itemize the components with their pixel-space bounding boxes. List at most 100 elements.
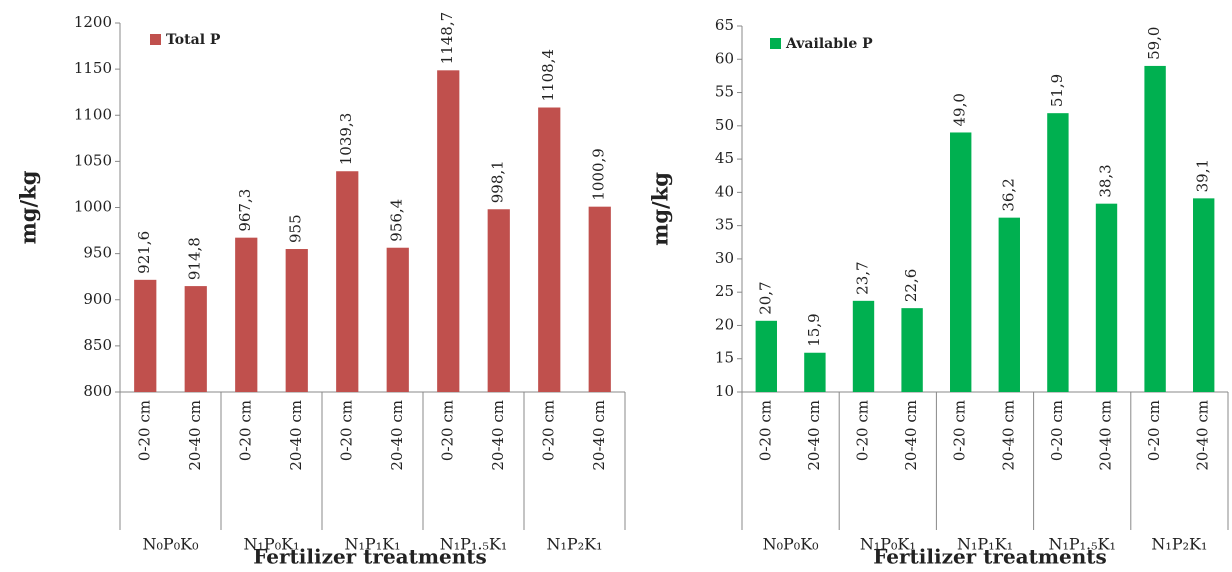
x-axis-label: Fertilizer treatments (253, 545, 487, 569)
value-label: 20,7 (756, 281, 774, 314)
y-tick-label: 45 (715, 149, 734, 167)
x-tick-label: 0-20 cm (854, 400, 872, 461)
bar (487, 209, 510, 392)
value-label: 1000,9 (590, 148, 608, 201)
y-tick-label: 1100 (74, 105, 112, 123)
y-axis-label: mg/kg (16, 170, 41, 244)
group-label: N₁P₁K₁ (345, 535, 401, 554)
value-label: 49,0 (951, 93, 969, 126)
y-tick-label: 20 (715, 315, 734, 333)
bar (437, 70, 460, 392)
bar (1095, 203, 1118, 392)
y-tick-label: 800 (83, 382, 112, 400)
y-tick-label: 15 (715, 349, 734, 367)
group-label: N₀P₀K₀ (763, 535, 819, 554)
legend-label: Available P (785, 36, 873, 52)
group-label: N₁P₁.₅K₁ (1048, 535, 1115, 554)
value-label: 22,6 (902, 269, 920, 302)
y-tick-label: 10 (715, 382, 734, 400)
x-tick-label: 0-20 cm (236, 400, 254, 461)
bar (901, 308, 923, 392)
x-tick-label: 0-20 cm (539, 400, 557, 461)
value-label: 921,6 (135, 231, 153, 274)
bar (336, 171, 359, 392)
legend-swatch (770, 38, 781, 49)
bar (538, 107, 561, 392)
x-tick-label: 0-20 cm (135, 400, 153, 461)
y-tick-label: 900 (83, 290, 112, 308)
bar (852, 300, 875, 392)
x-tick-label: 0-20 cm (1048, 400, 1066, 461)
value-label: 36,2 (999, 178, 1017, 211)
x-axis-label: Fertilizer treatments (873, 545, 1107, 569)
bar (1047, 113, 1069, 392)
x-tick-label: 0-20 cm (1145, 400, 1163, 461)
y-tick-label: 1050 (74, 151, 112, 169)
x-tick-label: 20-40 cm (489, 400, 507, 471)
bar (386, 247, 409, 392)
x-tick-label: 20-40 cm (186, 400, 204, 471)
value-label: 1148,7 (438, 12, 456, 65)
x-tick-label: 20-40 cm (805, 400, 823, 471)
bar (1193, 198, 1215, 392)
y-tick-label: 60 (715, 49, 734, 67)
x-tick-label: 20-40 cm (1097, 400, 1115, 471)
y-tick-label: 950 (83, 244, 112, 262)
value-label: 59,0 (1145, 27, 1163, 60)
y-tick-label: 55 (715, 83, 734, 101)
bar (755, 320, 777, 392)
x-tick-label: 20-40 cm (388, 400, 406, 471)
group-label: N₁P₀K₁ (860, 535, 916, 554)
y-tick-label: 30 (715, 249, 734, 267)
value-label: 998,1 (489, 160, 507, 203)
y-tick-label: 1150 (74, 59, 112, 77)
y-tick-label: 25 (715, 282, 734, 300)
value-label: 15,9 (805, 313, 823, 346)
value-label: 39,1 (1194, 159, 1212, 192)
bar (184, 286, 207, 392)
x-tick-label: 0-20 cm (337, 400, 355, 461)
value-label: 38,3 (1097, 164, 1115, 197)
value-label: 967,3 (236, 189, 254, 232)
group-label: N₁P₂K₁ (1151, 535, 1207, 554)
x-tick-label: 20-40 cm (999, 400, 1017, 471)
y-axis-label: mg/kg (648, 172, 673, 246)
y-tick-label: 50 (715, 116, 734, 134)
y-tick-label: 850 (83, 336, 112, 354)
group-label: N₁P₂K₁ (547, 535, 603, 554)
bar (1144, 65, 1166, 392)
value-label: 914,8 (186, 237, 204, 280)
bar (804, 352, 826, 392)
bar (134, 279, 157, 392)
group-label: N₁P₁.₅K₁ (440, 535, 507, 554)
group-label: N₁P₁K₁ (957, 535, 1013, 554)
y-tick-label: 65 (715, 16, 734, 34)
bar (950, 132, 972, 393)
legend-label: Total P (166, 32, 221, 48)
value-label: 51,9 (1048, 74, 1066, 107)
group-label: N₀P₀K₀ (143, 535, 199, 554)
legend-swatch (150, 34, 161, 45)
y-tick-label: 1000 (74, 198, 112, 216)
x-tick-label: 0-20 cm (951, 400, 969, 461)
x-tick-label: 20-40 cm (902, 400, 920, 471)
value-label: 955 (287, 214, 305, 243)
x-tick-label: 20-40 cm (590, 400, 608, 471)
value-label: 1039,3 (337, 113, 355, 166)
bar (588, 206, 611, 392)
x-tick-label: 0-20 cm (756, 400, 774, 461)
y-tick-label: 35 (715, 216, 734, 234)
x-tick-label: 20-40 cm (1194, 400, 1212, 471)
value-label: 23,7 (854, 261, 872, 294)
x-tick-label: 0-20 cm (438, 400, 456, 461)
bar (235, 237, 258, 392)
x-tick-label: 20-40 cm (287, 400, 305, 471)
bar (285, 249, 308, 392)
value-label: 1108,4 (539, 49, 557, 102)
y-tick-label: 1200 (74, 13, 112, 31)
y-tick-label: 40 (715, 182, 734, 200)
group-label: N₁P₀K₁ (244, 535, 300, 554)
value-label: 956,4 (388, 199, 406, 242)
